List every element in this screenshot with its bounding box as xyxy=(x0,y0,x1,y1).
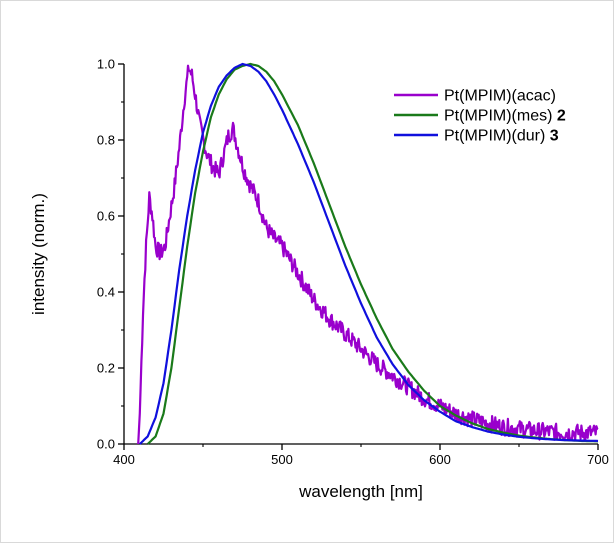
x-tick-label: 600 xyxy=(429,452,451,467)
legend-series-name: Pt(MPIM)(acac) xyxy=(444,88,556,105)
y-tick-label: 0.0 xyxy=(97,437,115,452)
y-axis-title: intensity (norm.) xyxy=(29,193,48,315)
x-tick-label: 400 xyxy=(113,452,135,467)
legend-compound-number: 3 xyxy=(550,128,559,145)
legend-series-name: Pt(MPIM)(dur) xyxy=(444,128,550,145)
x-tick-label: 700 xyxy=(587,452,609,467)
y-tick-label: 0.6 xyxy=(97,209,115,224)
y-tick-label: 0.8 xyxy=(97,133,115,148)
y-tick-label: 0.4 xyxy=(97,285,115,300)
chart-axes: 400 500 600 700 0.0 0.2 0.4 0.6 0.8 1.0 xyxy=(97,57,609,468)
legend-label-1: Pt(MPIM)(acac) xyxy=(444,88,556,105)
chart-series xyxy=(137,62,599,445)
y-tick-label: 1.0 xyxy=(97,57,115,72)
chart-legend: Pt(MPIM)(acac) Pt(MPIM)(mes) 2 Pt(MPIM)(du… xyxy=(394,88,566,145)
series-line-1 xyxy=(137,64,599,445)
x-tick-label: 500 xyxy=(271,452,293,467)
legend-compound-number: 2 xyxy=(557,108,566,125)
series-line-3 xyxy=(139,62,599,445)
legend-series-name: Pt(MPIM)(mes) xyxy=(444,108,557,125)
legend-label-2: Pt(MPIM)(mes) 2 xyxy=(444,108,566,125)
legend-label-3: Pt(MPIM)(dur) 3 xyxy=(444,128,559,145)
x-axis-title: wavelength [nm] xyxy=(298,482,423,501)
y-tick-label: 0.2 xyxy=(97,361,115,376)
